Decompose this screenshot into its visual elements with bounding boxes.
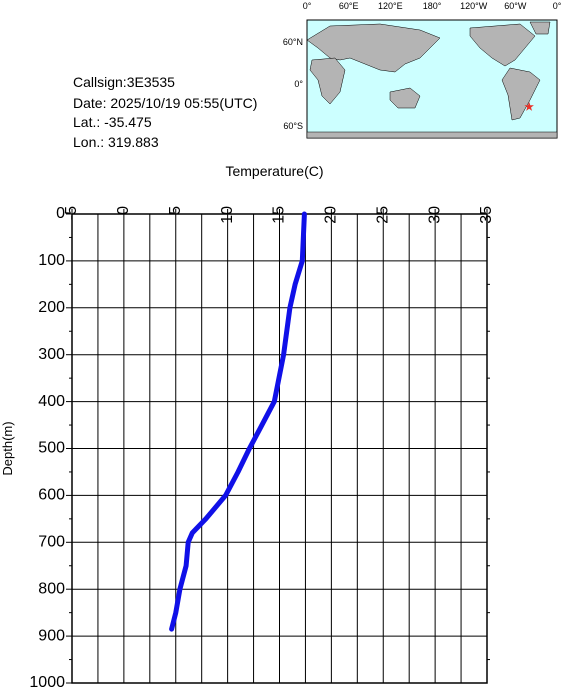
y-tick-label: 900 [38,627,65,644]
y-tick-label: 200 [38,299,65,316]
callsign: Callsign:3E3535 [73,74,175,90]
y-axis-label: Depth(m) [0,421,15,475]
map-lat-label: 60°N [283,37,303,47]
y-tick-label: 0 [56,205,65,222]
map-lon-label: 180° [423,1,442,11]
y-tick-label: 800 [38,580,65,597]
land [306,21,558,139]
map-lon-label: 120°E [378,1,403,11]
latitude: Lat.: -35.475 [73,114,152,130]
world-map [306,19,558,139]
longitude: Lon.: 319.883 [73,134,159,150]
y-tick-label: 500 [38,440,65,457]
map-lon-label: 60°E [339,1,359,11]
map-lat-label: 0° [294,79,303,89]
date: Date: 2025/10/19 05:55(UTC) [73,95,257,111]
map-lat-label: 60°S [283,121,303,131]
profile-line [169,211,307,632]
y-tick-label: 1000 [29,674,65,690]
plot-frame [71,213,488,684]
map-lon-label: 120°W [460,1,488,11]
map-lon-label: 0° [303,1,312,11]
map-lon-label: 0° [553,1,562,11]
y-tick-label: 400 [38,393,65,410]
y-tick-label: 300 [38,346,65,363]
x-axis-label: Temperature(C) [225,163,323,179]
y-tick-label: 600 [38,487,65,504]
y-tick-label: 700 [38,534,65,551]
y-tick-label: 100 [38,252,65,269]
map-lon-label: 60°W [504,1,527,11]
map-marker [524,101,534,111]
